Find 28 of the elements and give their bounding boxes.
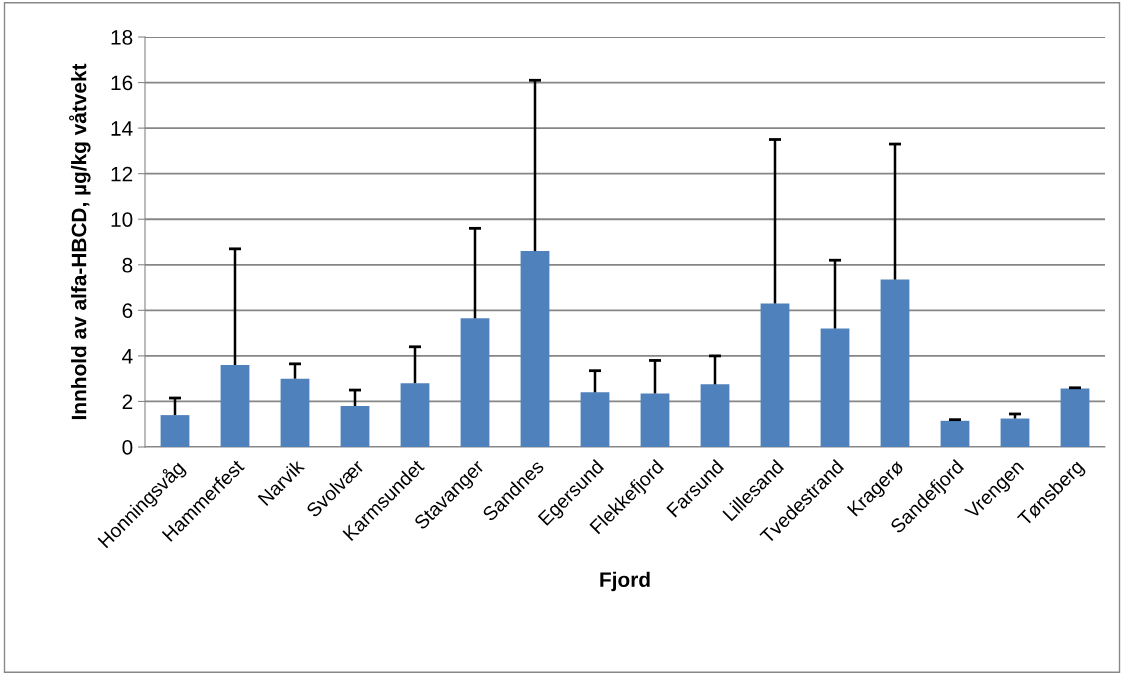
y-axis-title: Innhold av alfa-HBCD, µg/kg våtvekt (69, 63, 91, 420)
y-tick-label: 18 (111, 30, 133, 45)
bar (400, 383, 430, 447)
bar (640, 393, 670, 447)
bar (760, 303, 790, 447)
y-tick-label: 0 (122, 440, 133, 455)
bar (580, 392, 610, 447)
bar (700, 384, 730, 447)
y-tick-label: 6 (122, 303, 133, 319)
bar (220, 365, 250, 447)
bar (520, 251, 550, 447)
y-tick-label: 14 (111, 121, 133, 136)
y-tick-label: 4 (122, 349, 133, 364)
bar (460, 318, 490, 447)
bar (880, 279, 910, 447)
y-tick-label: 8 (122, 257, 133, 273)
bar (820, 328, 850, 447)
y-tick-label: 2 (122, 394, 133, 409)
y-tick-label: 10 (111, 212, 133, 227)
y-tick-label: 16 (111, 75, 133, 91)
bar (280, 378, 310, 447)
bar (940, 420, 970, 447)
x-axis-title: Fjord (600, 571, 650, 592)
bar (1060, 388, 1090, 447)
bar (1000, 418, 1030, 447)
y-tick-label: 12 (111, 166, 133, 182)
bar (340, 406, 370, 447)
bar (160, 415, 190, 447)
